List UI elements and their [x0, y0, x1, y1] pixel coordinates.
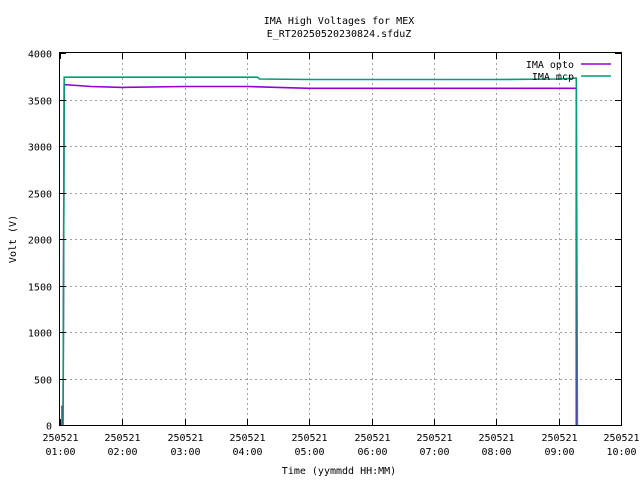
grid: [60, 53, 621, 425]
x-tick-time-label: 08:00: [481, 447, 511, 458]
x-tick-date-label: 250521: [291, 433, 327, 444]
y-tick-label: 2500: [28, 190, 52, 201]
legend-label-0: IMA opto: [526, 60, 574, 71]
x-tick-time-label: 04:00: [232, 447, 262, 458]
y-tick-label: 0: [46, 422, 52, 433]
y-tick-label: 4000: [28, 50, 52, 61]
y-tick-label: 1500: [28, 283, 52, 294]
x-tick-time-label: 02:00: [107, 447, 137, 458]
x-tick-date-label: 250521: [104, 433, 140, 444]
series-line-0: [61, 83, 578, 425]
plot-frame: [59, 52, 622, 426]
axis-ticks: 0 500 1000 1500 2000 2500 3000 3500 4000 250521 01…: [28, 50, 640, 459]
x-axis-label: Time (yymmdd HH:MM): [282, 466, 396, 477]
x-tick-time-label: 01:00: [45, 447, 75, 458]
y-axis-label: Volt (V): [8, 215, 19, 263]
x-tick-time-label: 03:00: [170, 447, 200, 458]
legend-label-1: IMA mcp: [532, 72, 574, 83]
y-tick-label: 500: [34, 376, 52, 387]
x-tick-time-label: 07:00: [419, 447, 449, 458]
x-tick-time-label: 05:00: [294, 447, 324, 458]
x-tick-date-label: 250521: [603, 433, 639, 444]
x-tick-date-label: 250521: [478, 433, 514, 444]
series-layer: [61, 76, 579, 426]
y-tick-label: 2000: [28, 236, 52, 247]
x-tick-date-label: 250521: [541, 433, 577, 444]
chart-title: IMA High Voltages for MEX: [264, 16, 415, 27]
series-line-1: [62, 76, 579, 426]
y-tick-label: 1000: [28, 329, 52, 340]
x-tick-date-label: 250521: [42, 433, 78, 444]
y-tick-label: 3000: [28, 143, 52, 154]
x-tick-date-label: 250521: [354, 433, 390, 444]
y-tick-label: 3500: [28, 97, 52, 108]
x-tick-time-label: 09:00: [544, 447, 574, 458]
x-tick-date-label: 250521: [416, 433, 452, 444]
x-tick-date-label: 250521: [167, 433, 203, 444]
chart-subtitle: E_RT20250520230824.sfduZ: [267, 29, 412, 40]
x-tick-date-label: 250521: [229, 433, 265, 444]
x-tick-time-label: 06:00: [357, 447, 387, 458]
x-tick-time-label: 10:00: [606, 447, 636, 458]
